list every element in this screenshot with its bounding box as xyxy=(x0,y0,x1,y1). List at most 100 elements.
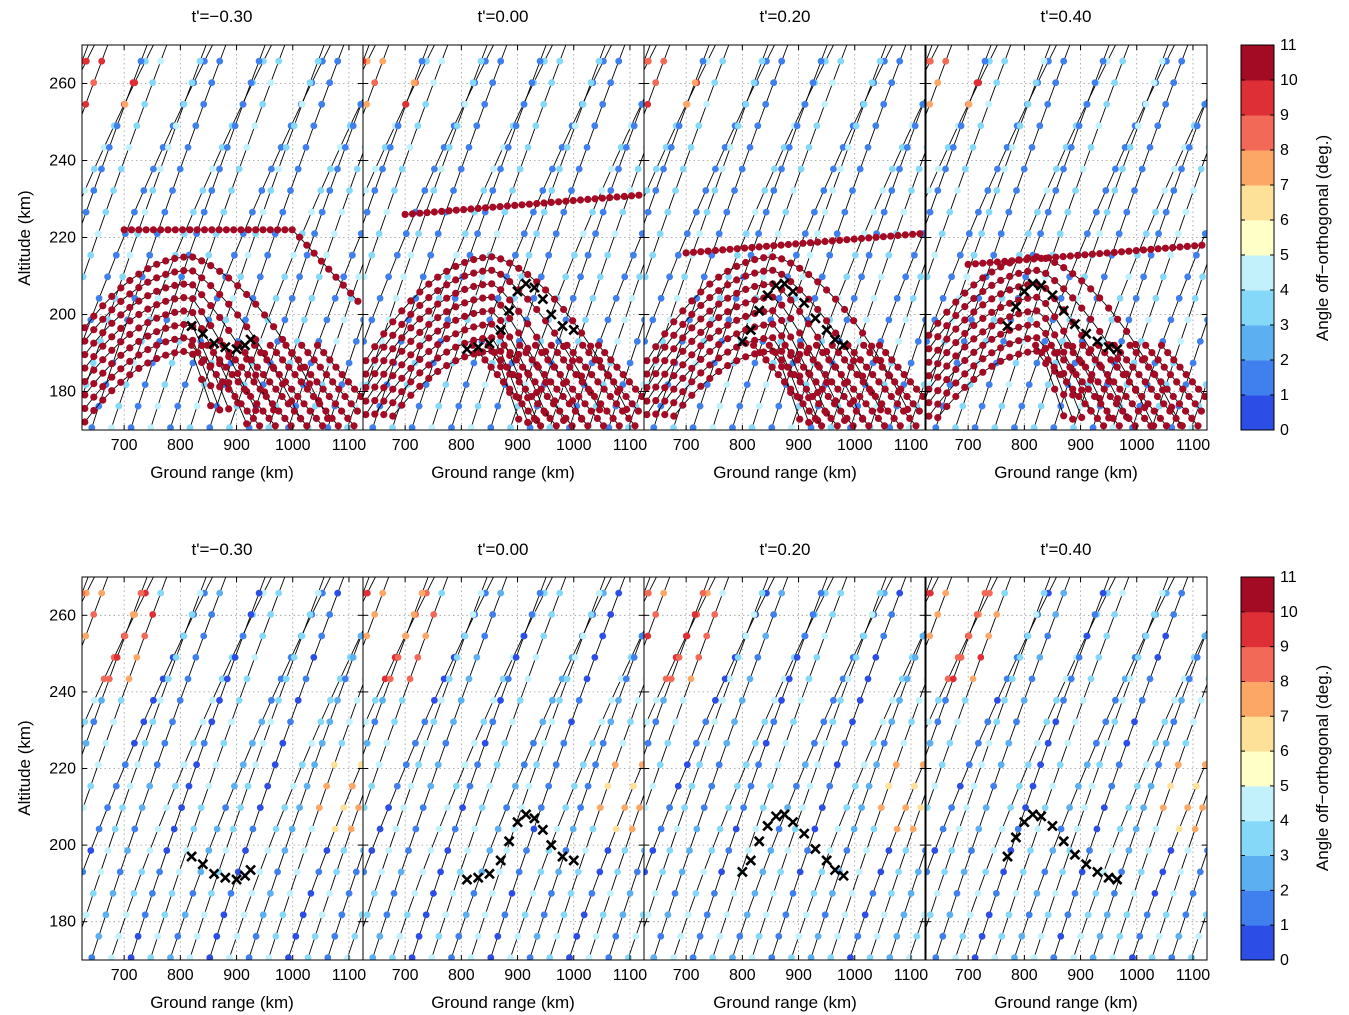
ray-point xyxy=(636,15,643,22)
ray-point xyxy=(425,375,432,382)
ray-point xyxy=(1021,15,1028,22)
ray-point xyxy=(1189,378,1196,385)
ray-point xyxy=(24,590,31,597)
ray-point xyxy=(1088,371,1095,378)
ray-point xyxy=(545,446,552,453)
ray-point xyxy=(1084,101,1091,108)
ray-point xyxy=(697,369,704,376)
ray-point xyxy=(719,58,726,65)
ray-point xyxy=(47,144,54,151)
ray-point xyxy=(1051,331,1058,338)
ray-point xyxy=(1045,381,1052,388)
ray-point xyxy=(216,356,223,363)
ray-point xyxy=(23,633,30,640)
ray-point xyxy=(1167,371,1174,378)
ray-point xyxy=(629,295,636,302)
ray-point xyxy=(338,408,345,415)
ray-point xyxy=(1303,15,1310,22)
ray-point xyxy=(841,15,848,22)
ray-point xyxy=(852,252,859,259)
ray-point xyxy=(32,697,39,704)
ray-point xyxy=(1113,400,1120,407)
ray-point xyxy=(1102,446,1109,453)
colorbar-swatch xyxy=(1241,150,1274,186)
ray-point xyxy=(500,36,507,43)
ray-point xyxy=(943,389,950,396)
ray-point xyxy=(577,273,584,280)
ray-point xyxy=(296,273,303,280)
ray-point xyxy=(216,268,223,275)
ray-point xyxy=(117,365,124,372)
ray-point xyxy=(1092,79,1099,86)
ray-point xyxy=(616,386,623,393)
ray-point xyxy=(315,58,322,65)
ray-point xyxy=(965,261,972,268)
ray-point xyxy=(833,36,840,43)
ray-point xyxy=(91,697,98,704)
ray-point xyxy=(851,349,858,356)
ray-point xyxy=(831,400,838,407)
ray-point xyxy=(377,446,384,453)
ray-point xyxy=(894,364,901,371)
ray-point xyxy=(697,329,704,336)
ray-point xyxy=(1078,305,1085,312)
ray-point xyxy=(986,209,993,216)
ray-point xyxy=(285,364,292,371)
ray-point xyxy=(430,79,437,86)
ray-point xyxy=(1038,349,1045,356)
colorbar-tick-label: 0 xyxy=(1280,422,1289,439)
ray-point xyxy=(340,282,347,289)
ray-point xyxy=(888,79,895,86)
ray-point xyxy=(389,36,396,43)
ray-point xyxy=(628,192,635,199)
ray-point xyxy=(126,277,133,284)
ray-point xyxy=(963,273,970,280)
ray-point xyxy=(506,260,513,267)
ray-point xyxy=(291,408,298,415)
ray-point xyxy=(251,122,258,129)
ray-point xyxy=(448,36,455,43)
ray-point xyxy=(0,783,2,790)
ray-point xyxy=(493,36,500,43)
ray-point xyxy=(1182,209,1189,216)
ray-point xyxy=(884,408,891,415)
ray-point xyxy=(682,36,689,43)
ray-point xyxy=(580,101,587,108)
ray-point xyxy=(461,299,468,306)
ray-point xyxy=(979,369,986,376)
ray-point xyxy=(1254,15,1261,22)
ray-point xyxy=(453,252,460,259)
ray-point xyxy=(153,328,160,335)
ray-point xyxy=(762,101,769,108)
ray-point xyxy=(106,568,113,575)
ray-point xyxy=(258,187,265,194)
ray-point xyxy=(0,122,3,129)
ray-point xyxy=(977,122,984,129)
ray-point xyxy=(885,36,892,43)
ray-point xyxy=(679,348,686,355)
ray-point xyxy=(697,356,704,363)
ray-point xyxy=(72,740,79,747)
ray-point xyxy=(434,36,441,43)
ray-point xyxy=(1164,349,1171,356)
ray-point xyxy=(271,36,278,43)
ray-point xyxy=(264,446,271,453)
ray-point xyxy=(95,230,102,237)
ray-point xyxy=(851,295,858,302)
ray-point xyxy=(344,415,351,422)
ray-point xyxy=(150,166,157,173)
ray-point xyxy=(250,378,257,385)
ray-point xyxy=(481,101,488,108)
ray-point xyxy=(818,422,825,429)
ray-point xyxy=(625,36,632,43)
ray-point xyxy=(272,15,279,22)
ray-point xyxy=(1096,328,1103,335)
ray-point xyxy=(1123,393,1130,400)
ray-point xyxy=(553,15,560,22)
ray-point xyxy=(296,234,303,241)
ray-point xyxy=(879,36,886,43)
ray-point xyxy=(1024,335,1031,342)
ray-point xyxy=(576,356,583,363)
ray-point xyxy=(681,273,688,280)
ray-point xyxy=(623,36,630,43)
